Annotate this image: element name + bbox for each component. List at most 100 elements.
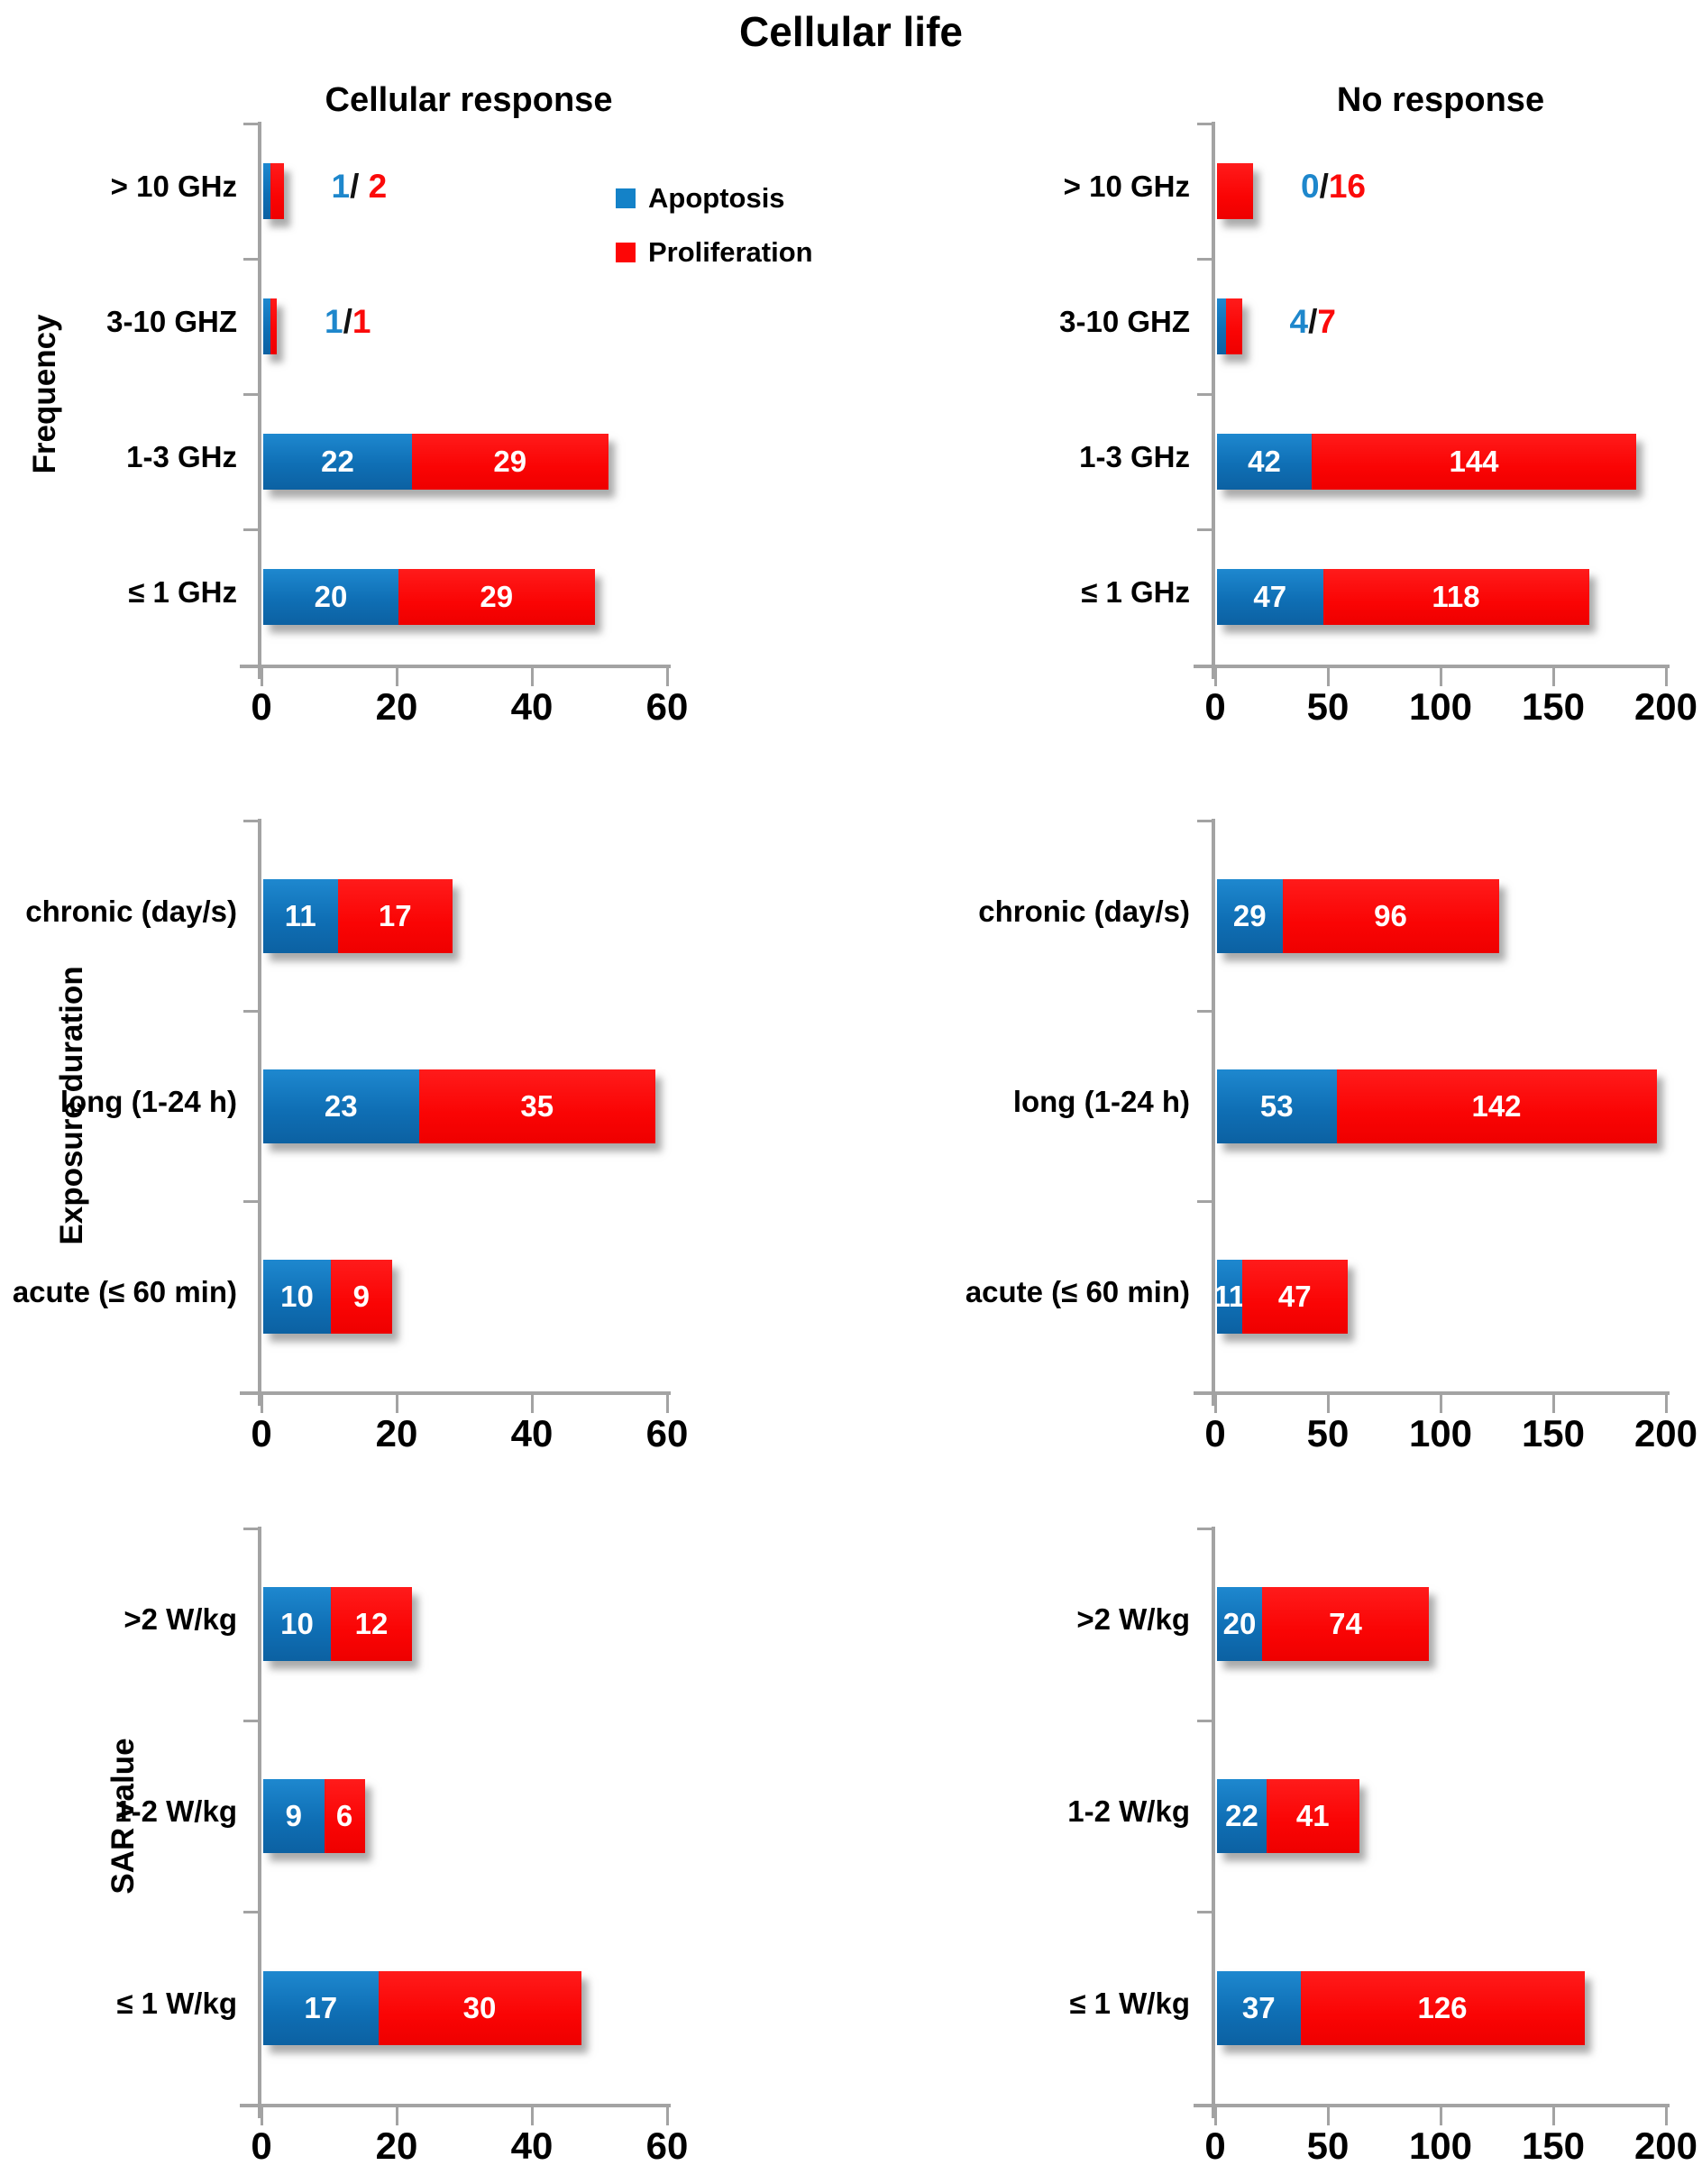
x-tick-label: 150 — [1521, 1412, 1586, 1454]
y-axis-tick — [243, 820, 259, 822]
bar-apoptosis: 9 — [263, 1779, 325, 1853]
bar-value-label: 11 — [284, 898, 316, 932]
x-tick-label: 200 — [1633, 685, 1698, 728]
category-label: long (1-24 h) — [59, 1084, 237, 1118]
bar-value-label: 144 — [1449, 445, 1499, 478]
bar-proliferation: 47 — [1241, 1259, 1348, 1334]
bar-value-label: 30 — [462, 1990, 497, 2024]
bar-value-label: 9 — [285, 1799, 302, 1832]
proliferation-count-label: 2 — [368, 168, 388, 205]
x-tick-label: 20 — [375, 2124, 418, 2167]
bar-stack — [263, 163, 284, 219]
right-column-title: No response — [1336, 81, 1545, 119]
bar-proliferation: 41 — [1267, 1779, 1359, 1853]
category-label: 1-2 W/kg — [114, 1794, 237, 1828]
bar-value-label: 96 — [1374, 898, 1407, 932]
y-axis-tick — [1197, 1911, 1212, 1914]
y-axis-tick — [243, 1719, 259, 1722]
x-tick-label: 200 — [1633, 1412, 1698, 1454]
bar-proliferation: 144 — [1312, 434, 1636, 490]
bar-value-label: 142 — [1471, 1088, 1522, 1123]
x-tick-label: 0 — [1204, 1412, 1226, 1454]
x-axis-tick — [666, 668, 669, 686]
y-axis-tick — [1197, 393, 1212, 396]
x-axis-tick — [1214, 1395, 1217, 1413]
y-axis — [1212, 819, 1215, 1406]
bar-proliferation: 118 — [1322, 569, 1589, 625]
x-tick-label: 0 — [251, 2124, 272, 2167]
y-axis-tick — [243, 258, 259, 261]
bar-proliferation: 142 — [1336, 1069, 1657, 1143]
bar-apoptosis: 22 — [1217, 1779, 1267, 1853]
x-axis-tick — [531, 668, 534, 686]
bar-stack: 22 41 — [1217, 1779, 1359, 1853]
x-tick-label: 150 — [1521, 2124, 1586, 2167]
count-separator: / — [343, 303, 352, 340]
bar-proliferation — [1217, 163, 1253, 219]
x-axis-tick — [1327, 2107, 1330, 2125]
apoptosis-swatch-icon — [616, 188, 636, 208]
x-axis — [240, 665, 671, 668]
x-tick-label: 20 — [375, 685, 418, 728]
bar-proliferation: 17 — [337, 878, 453, 953]
proliferation-count-label: 7 — [1317, 303, 1336, 340]
x-axis-tick — [261, 1395, 263, 1413]
bar-apoptosis — [263, 163, 270, 219]
bar-outside-label: 0/16 — [1301, 168, 1366, 206]
bar-stack — [1217, 298, 1242, 354]
bar-stack: 29 96 — [1217, 878, 1499, 953]
y-axis-tick — [1197, 258, 1212, 261]
bar-value-label: 12 — [354, 1607, 389, 1641]
apoptosis-count-label: 1 — [331, 168, 351, 205]
bar-stack — [263, 298, 277, 354]
bar-value-label: 9 — [352, 1279, 370, 1313]
x-axis-tick — [531, 2107, 534, 2125]
x-axis-tick — [1665, 2107, 1668, 2125]
legend: Apoptosis Proliferation — [616, 182, 813, 290]
bar-proliferation: 30 — [378, 1970, 581, 2045]
bar-proliferation: 126 — [1300, 1970, 1585, 2045]
category-label: acute (≤ 60 min) — [965, 1274, 1190, 1308]
category-label: 3-10 GHZ — [106, 305, 237, 338]
y-axis — [258, 819, 261, 1406]
category-label: chronic (day/s) — [978, 894, 1190, 928]
x-axis — [1194, 1391, 1670, 1395]
y-axis-tick — [243, 1911, 259, 1914]
x-axis-tick — [1552, 668, 1555, 686]
x-axis-tick — [1552, 2107, 1555, 2125]
x-axis-tick — [261, 2107, 263, 2125]
bar-apoptosis: 29 — [1217, 878, 1283, 953]
bar-value-label: 74 — [1329, 1607, 1362, 1641]
bar-proliferation — [270, 298, 277, 354]
y-axis-tick — [243, 1528, 259, 1530]
figure-title: Cellular life — [739, 8, 963, 55]
bar-value-label: 17 — [378, 898, 412, 932]
bar-stack: 11 17 — [263, 878, 453, 953]
bar-apoptosis: 53 — [1217, 1069, 1337, 1143]
y-axis — [1212, 122, 1215, 679]
bar-stack: 17 30 — [263, 1970, 581, 2045]
x-tick-label: 0 — [1204, 685, 1226, 728]
bar-proliferation: 6 — [324, 1779, 365, 1853]
x-axis-tick — [1665, 668, 1668, 686]
y-axis-tick — [243, 528, 259, 531]
bar-proliferation: 74 — [1262, 1587, 1429, 1662]
category-label: 1-3 GHz — [1079, 440, 1190, 473]
y-axis-tick — [243, 123, 259, 125]
bar-apoptosis: 23 — [263, 1069, 419, 1143]
x-axis-tick — [1214, 668, 1217, 686]
x-tick-label: 40 — [510, 1412, 554, 1454]
bar-stack — [1217, 163, 1253, 219]
bar-value-label: 126 — [1417, 1990, 1468, 2024]
count-separator: / — [1319, 168, 1329, 205]
y-axis-tick — [243, 1200, 259, 1203]
bar-value-label: 118 — [1432, 580, 1480, 613]
bar-apoptosis: 10 — [263, 1259, 331, 1334]
bar-value-label: 29 — [1232, 898, 1267, 932]
bar-value-label: 41 — [1295, 1799, 1330, 1832]
y-axis-tick — [1197, 528, 1212, 531]
bar-stack: 20 74 — [1217, 1587, 1429, 1662]
category-label: >2 W/kg — [1076, 1602, 1190, 1637]
bar-value-label: 22 — [321, 445, 354, 478]
